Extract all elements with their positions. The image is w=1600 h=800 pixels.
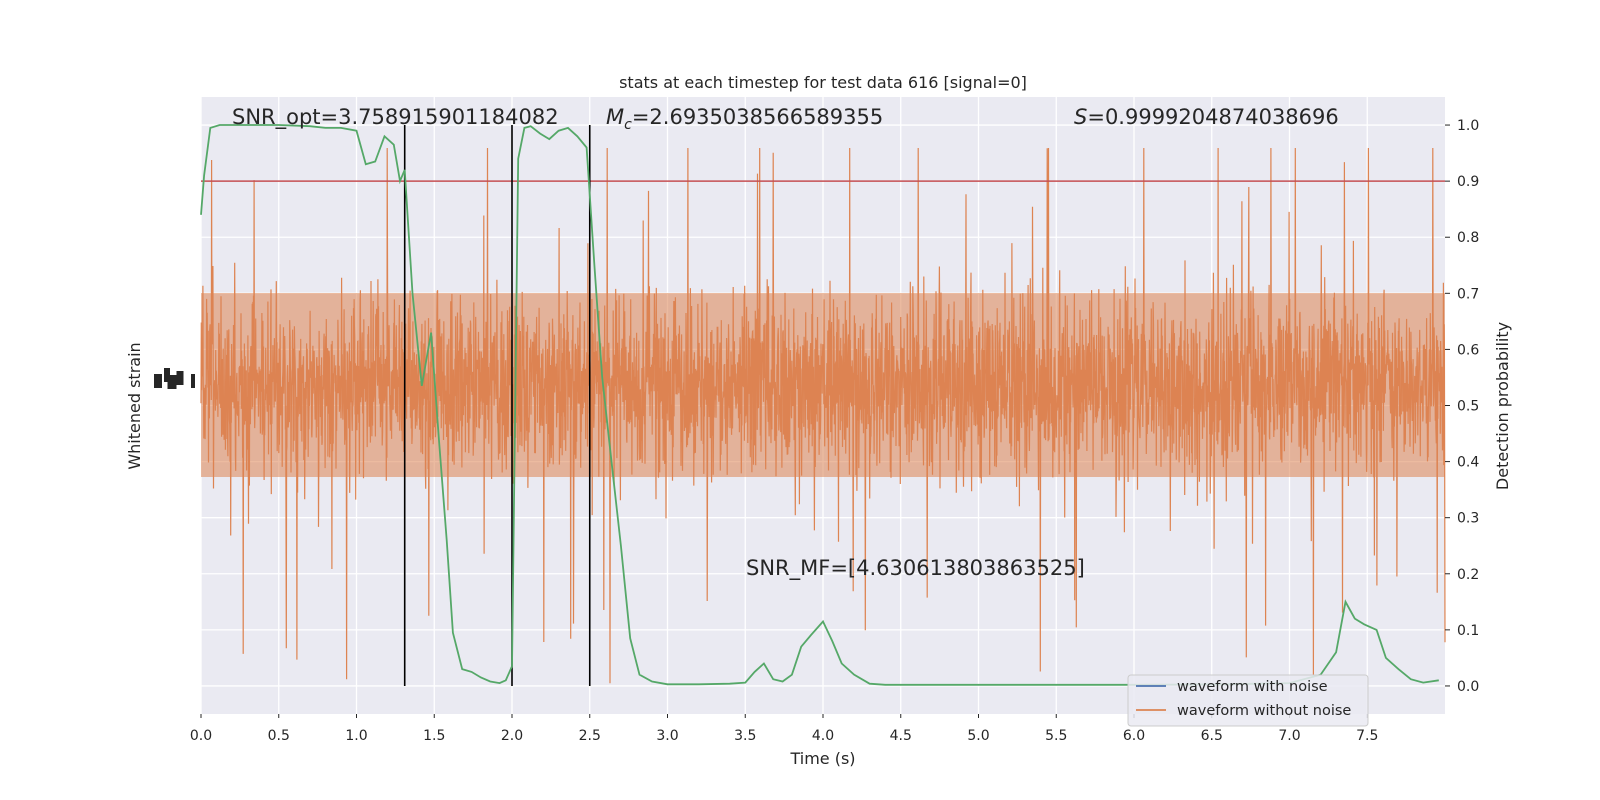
s-annotation: S=0.9999204874038696 [1074, 105, 1339, 129]
left-tick-blob-4 [191, 374, 195, 388]
y-tick-label-3: 0.3 [1457, 511, 1479, 527]
x-tick-label-9: 4.5 [890, 728, 912, 744]
snr-opt-annotation: SNR_opt=3.758915901184082 [232, 105, 559, 130]
left-tick-blob-3 [176, 371, 184, 385]
legend-box [1127, 674, 1369, 727]
left-tick-blob-1 [164, 368, 170, 382]
x-axis-label: Time (s) [789, 749, 855, 768]
snr-mf-annotation: SNR_MF=[4.630613803863525] [746, 556, 1085, 581]
left-tick-blob-0 [154, 374, 162, 388]
x-tick-labels: 0.0 0.5 1.0 1.5 2.0 2.5 3.0 3.5 4.0 4.5 5.0 5.5 6.0 6… [190, 714, 1378, 744]
x-tick-label-11: 5.5 [1045, 728, 1067, 744]
probability-series-line [200, 124, 1439, 686]
strain-dense-band [201, 293, 1445, 477]
legend: waveform with noise waveform without noi… [1127, 674, 1369, 727]
left-y-axis-label: Whitened strain [125, 342, 144, 469]
y-tick-label-7: 0.7 [1457, 286, 1479, 302]
strain-series [200, 147, 1446, 684]
x-tick-label-1: 0.5 [268, 728, 290, 744]
y-tick-label-2: 0.2 [1457, 567, 1479, 583]
vertical-markers [403, 125, 591, 686]
x-tick-label-3: 1.5 [423, 728, 445, 744]
y-tick-label-9: 0.9 [1457, 174, 1479, 190]
x-tick-label-8: 4.0 [812, 728, 834, 744]
y-tick-label-8: 0.8 [1457, 230, 1479, 246]
x-tick-label-0: 0.0 [190, 728, 212, 744]
left-y-tick-labels [154, 368, 195, 389]
x-tick-label-5: 2.5 [579, 728, 601, 744]
y-tick-label-5: 0.5 [1457, 399, 1479, 415]
y-tick-label-4: 0.4 [1457, 455, 1479, 471]
x-tick-label-2: 1.0 [345, 728, 367, 744]
x-tick-label-14: 7.0 [1278, 728, 1300, 744]
x-tick-label-7: 3.5 [734, 728, 756, 744]
x-tick-label-10: 5.0 [967, 728, 989, 744]
x-tick-label-12: 6.0 [1123, 728, 1145, 744]
right-y-tick-labels: 0.0 0.1 0.2 0.3 0.4 0.5 0.6 0.7 0.8 0.9 1.0 [1445, 118, 1479, 695]
y-tick-label-1: 0.1 [1457, 623, 1479, 639]
right-y-axis-label: Detection probability [1493, 322, 1512, 490]
chart-title: stats at each timestep for test data 616… [619, 73, 1027, 92]
y-tick-label-10: 1.0 [1457, 118, 1479, 134]
left-tick-blob-2 [167, 375, 177, 389]
y-tick-label-6: 0.6 [1457, 342, 1479, 358]
x-tick-label-13: 6.5 [1201, 728, 1223, 744]
x-tick-label-6: 3.0 [656, 728, 678, 744]
chirp-mass-annotation: Mc=2.6935038566589355 [606, 105, 883, 133]
x-tick-label-15: 7.5 [1356, 728, 1378, 744]
x-tick-label-4: 2.0 [501, 728, 523, 744]
y-tick-label-0: 0.0 [1457, 679, 1479, 695]
legend-label-without-noise: waveform without noise [1177, 703, 1351, 719]
legend-label-with-noise: waveform with noise [1177, 679, 1328, 695]
